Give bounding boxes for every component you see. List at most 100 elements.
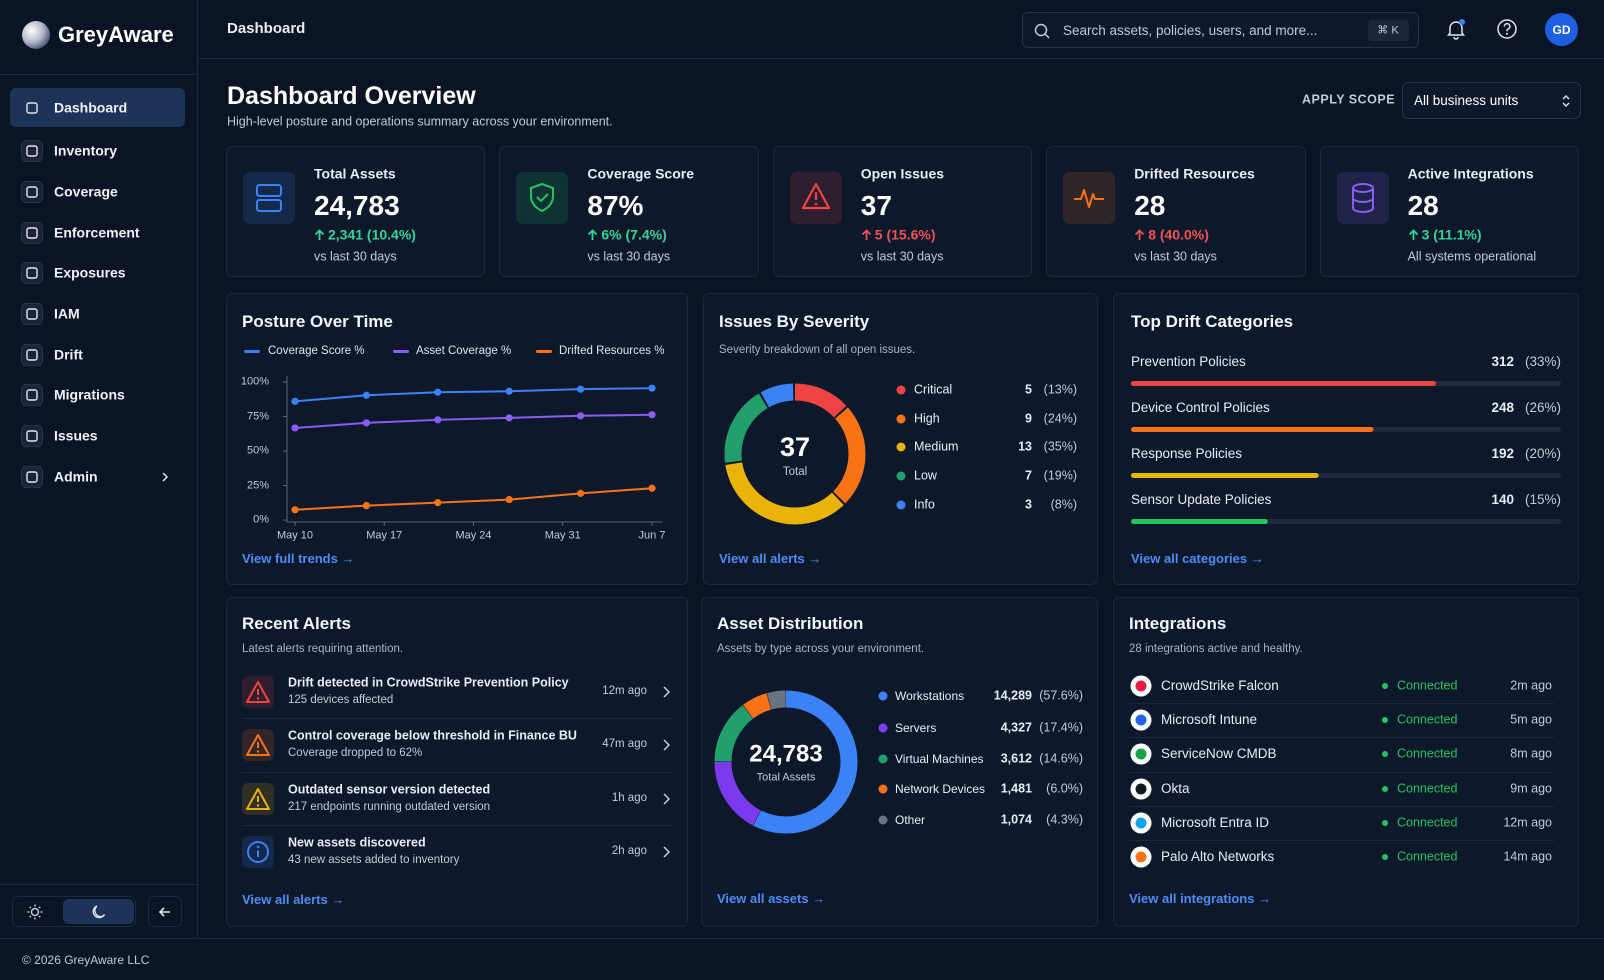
search-placeholder[interactable]: Search assets, policies, users, and more… xyxy=(1063,22,1318,38)
series-point xyxy=(648,384,656,392)
bar-percent: (20%) xyxy=(1524,445,1561,461)
nav-icon[interactable] xyxy=(21,222,43,244)
icon-part xyxy=(256,199,282,212)
nav-icon-box xyxy=(21,303,43,325)
collapse-icon[interactable] xyxy=(158,905,172,919)
scope-select[interactable]: All business units xyxy=(1402,82,1581,119)
nav-icon[interactable] xyxy=(21,181,43,203)
select-chevrons[interactable] xyxy=(1561,94,1571,108)
nav-item[interactable]: Coverage xyxy=(10,172,185,211)
integration-name[interactable]: ServiceNow CMDB xyxy=(1161,746,1277,762)
series-point xyxy=(577,489,585,497)
nav-icon[interactable] xyxy=(21,97,43,119)
nav-label[interactable]: Exposures xyxy=(54,264,126,281)
icon-bg xyxy=(1336,172,1389,224)
nav-item[interactable]: Migrations xyxy=(10,375,185,414)
dark-active[interactable] xyxy=(63,899,134,924)
nav-icon[interactable] xyxy=(21,140,43,162)
integration-icon xyxy=(1130,846,1152,868)
nav-icon[interactable] xyxy=(21,303,43,325)
scope-value[interactable]: All business units xyxy=(1414,92,1519,108)
nav-item[interactable]: Exposures xyxy=(10,253,185,292)
row-divider xyxy=(242,824,672,826)
nav-label[interactable]: Enforcement xyxy=(54,224,140,241)
legend-percent: (8%) xyxy=(1050,497,1077,512)
alert-title[interactable]: New assets discovered xyxy=(288,835,426,850)
nav-chevron[interactable] xyxy=(160,471,170,483)
nav-icon[interactable] xyxy=(21,344,43,366)
nav-label[interactable]: Migrations xyxy=(54,386,125,403)
dark-icon[interactable] xyxy=(91,904,107,920)
link[interactable]: View all alerts → xyxy=(719,551,822,567)
chevron[interactable] xyxy=(662,739,671,751)
logo-mark xyxy=(22,21,50,49)
integration-name[interactable]: Microsoft Entra ID xyxy=(1161,814,1270,830)
light-icon[interactable] xyxy=(27,904,43,920)
link[interactable]: View all integrations → xyxy=(1129,891,1272,907)
theme-toggle[interactable] xyxy=(12,896,136,927)
series-point xyxy=(505,495,513,504)
link[interactable]: View all categories → xyxy=(1131,551,1264,567)
integration-name[interactable]: CrowdStrike Falcon xyxy=(1161,677,1279,693)
nav-icon[interactable] xyxy=(21,425,43,447)
notifications[interactable] xyxy=(1445,18,1467,40)
nav-item[interactable]: Enforcement xyxy=(10,213,185,252)
legend-dot xyxy=(896,471,906,481)
collapse-button[interactable] xyxy=(148,896,182,927)
chevron[interactable] xyxy=(662,793,671,805)
kpi-note: vs last 30 days xyxy=(860,249,944,264)
kpi-card: Total Assets 24,783 2,341 (10.4%) vs last 3… xyxy=(226,146,486,277)
nav-label[interactable]: Inventory xyxy=(54,142,118,159)
link[interactable]: View full trends → xyxy=(242,551,355,567)
nav-label[interactable]: IAM xyxy=(54,305,80,322)
icon-glyph xyxy=(1135,714,1147,726)
avatar-initials[interactable]: GD xyxy=(1552,22,1571,37)
nav-item[interactable]: Drift xyxy=(10,335,185,374)
integration-name[interactable]: Microsoft Intune xyxy=(1161,712,1258,728)
kpi-note: vs last 30 days xyxy=(1134,249,1217,264)
kpi-card: Open Issues 37 5 (15.6%) vs last 30 days xyxy=(772,146,1033,277)
link[interactable]: View all alerts → xyxy=(242,892,345,908)
nav-icon-glyph xyxy=(26,267,38,279)
chevron[interactable] xyxy=(662,846,671,858)
nav-icon[interactable] xyxy=(21,262,43,284)
chevron[interactable] xyxy=(662,686,671,698)
line-chart xyxy=(283,376,662,526)
nav-icon[interactable] xyxy=(21,466,43,488)
search-box[interactable]: Search assets, policies, users, and more… xyxy=(1022,12,1419,48)
integration-time: 9m ago xyxy=(1510,781,1552,796)
nav-label[interactable]: Admin xyxy=(54,468,98,485)
nav-label[interactable]: Coverage xyxy=(54,183,118,200)
link[interactable]: View all assets → xyxy=(717,891,826,907)
integration-name[interactable]: Palo Alto Networks xyxy=(1161,848,1275,864)
help[interactable] xyxy=(1496,18,1518,40)
arrow xyxy=(314,229,325,240)
status-dot xyxy=(1382,785,1388,792)
row-divider xyxy=(242,718,672,720)
series-point xyxy=(648,484,656,492)
nav-item[interactable]: IAM xyxy=(10,294,185,333)
integration-name[interactable]: Okta xyxy=(1161,780,1190,796)
kpi-change: 6% (7.4%) xyxy=(601,226,667,243)
nav-icon-box xyxy=(21,425,43,447)
scope-label: APPLY SCOPE xyxy=(1302,92,1396,107)
nav-item[interactable]: Admin xyxy=(10,457,185,496)
nav-label[interactable]: Drift xyxy=(54,346,83,363)
nav-icon-glyph xyxy=(26,471,38,483)
alert-title[interactable]: Outdated sensor version detected xyxy=(288,782,491,797)
nav-item[interactable]: Issues xyxy=(10,416,185,455)
nav-item[interactable]: Dashboard xyxy=(10,88,185,127)
alert-title[interactable]: Drift detected in CrowdStrike Prevention… xyxy=(288,675,569,690)
series-line xyxy=(294,487,653,511)
kpi-title: Total Assets xyxy=(314,165,396,182)
alert-time: 47m ago xyxy=(602,738,647,751)
avatar[interactable]: GD xyxy=(1545,13,1578,46)
nav-icon[interactable] xyxy=(21,384,43,406)
nav-label[interactable]: Dashboard xyxy=(54,99,128,116)
nav-icon-glyph xyxy=(26,308,38,320)
alert-title[interactable]: Control coverage below threshold in Fina… xyxy=(288,728,577,743)
legend-label: Asset Coverage % xyxy=(416,345,512,358)
nav-item[interactable]: Inventory xyxy=(10,131,185,170)
nav-label[interactable]: Issues xyxy=(54,427,98,444)
kpi-value: 28 xyxy=(1134,190,1166,222)
